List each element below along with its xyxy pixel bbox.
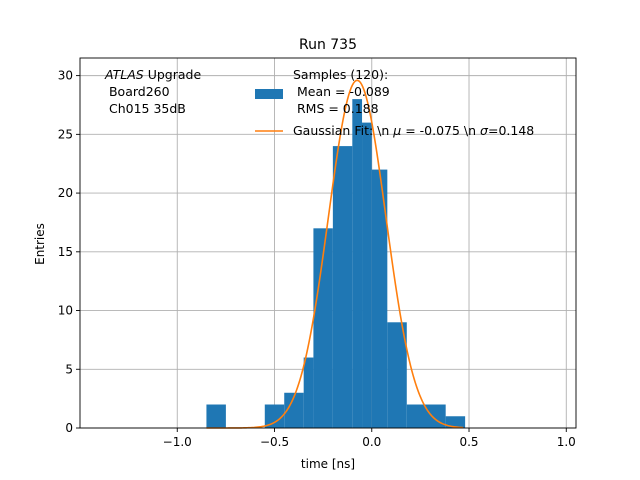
histogram-bar xyxy=(406,404,446,428)
x-axis-label: time [ns] xyxy=(301,457,355,471)
legend-sigma-value: =0.148 xyxy=(488,123,534,138)
legend-samples-line-2: Mean = -0.089 xyxy=(293,84,390,99)
annotation-upgrade: Upgrade xyxy=(144,67,202,82)
legend-sigma-symbol: σ xyxy=(480,123,489,138)
histogram-bar xyxy=(352,99,363,428)
y-tick-label: 15 xyxy=(58,245,73,259)
histogram-bar xyxy=(387,322,407,428)
x-tick-label: −0.5 xyxy=(260,435,289,449)
x-tick-label: 1.0 xyxy=(557,435,576,449)
x-tick-label: 0.0 xyxy=(362,435,381,449)
annotation-line-3: Ch015 35dB xyxy=(105,101,186,116)
legend-gaussian-prefix: Gaussian Fit: \n xyxy=(293,123,393,138)
annotation-atlas: ATLAS xyxy=(104,67,144,82)
histogram-bars xyxy=(206,99,466,429)
x-tick-label: −1.0 xyxy=(163,435,192,449)
y-tick-label: 0 xyxy=(65,421,73,435)
y-tick-label: 25 xyxy=(58,127,73,141)
histogram-bar xyxy=(264,404,285,428)
histogram-bar xyxy=(362,122,372,428)
legend-mu-value: = -0.075 \n xyxy=(401,123,480,138)
y-tick-label: 5 xyxy=(65,362,73,376)
annotation-line-2: Board260 xyxy=(105,84,170,99)
legend-samples-line-1: Samples (120): xyxy=(293,67,388,82)
legend-gaussian-label: Gaussian Fit: \n μ = -0.075 \n σ=0.148 xyxy=(293,123,534,138)
annotation-line-1: ATLAS Upgrade xyxy=(104,67,201,82)
histogram-bar xyxy=(313,228,333,428)
legend-mu-symbol: μ xyxy=(392,123,401,138)
y-tick-label: 10 xyxy=(58,304,73,318)
histogram-bar xyxy=(445,416,466,428)
legend: Samples (120): Mean = -0.089 RMS = 0.188… xyxy=(255,67,534,138)
histogram-bar xyxy=(284,392,304,428)
y-tick-label: 30 xyxy=(58,69,73,83)
y-tick-label: 20 xyxy=(58,186,73,200)
y-ticks: 0 5 10 15 20 25 30 xyxy=(58,69,80,435)
histogram-bar xyxy=(303,357,314,428)
x-tick-label: 0.5 xyxy=(459,435,478,449)
x-ticks: −1.0 −0.5 0.0 0.5 1.0 xyxy=(163,428,576,449)
legend-samples-swatch xyxy=(255,89,283,99)
y-axis-label: Entries xyxy=(33,223,47,265)
legend-samples-line-3: RMS = 0.188 xyxy=(293,101,379,116)
histogram-bar xyxy=(371,169,388,429)
chart-title: Run 735 xyxy=(299,37,357,53)
histogram-bar xyxy=(332,146,353,428)
plot-frame xyxy=(79,57,577,429)
atlas-annotation: ATLAS Upgrade Board260 Ch015 35dB xyxy=(104,67,201,116)
histogram-bar xyxy=(206,404,226,428)
